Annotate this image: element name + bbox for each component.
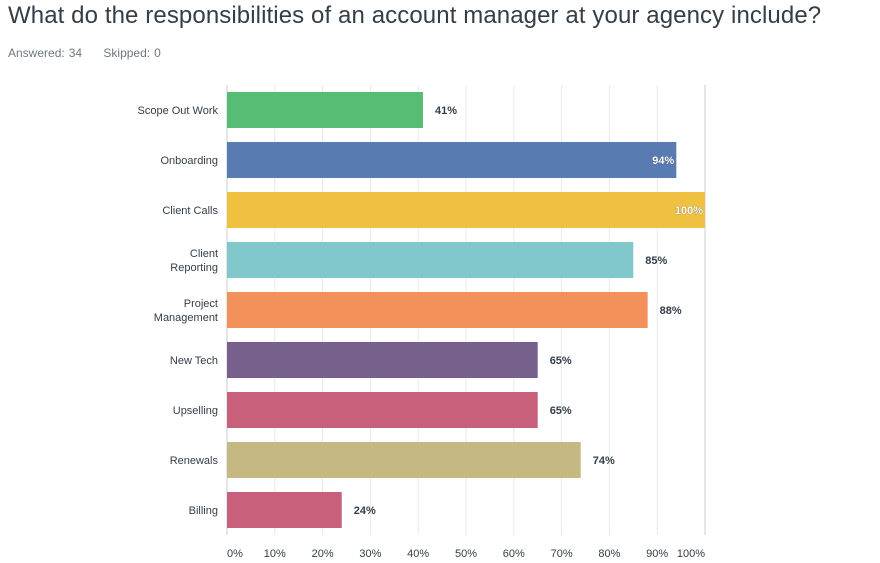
x-tick-label: 40% [407, 548, 429, 560]
bar [227, 492, 342, 528]
data-label: 85% [645, 255, 667, 267]
answered-label: Answered: [8, 46, 65, 60]
x-tick-label: 10% [264, 548, 286, 560]
data-label: 100% [675, 205, 703, 217]
bars [227, 92, 705, 528]
category-label: Client [190, 248, 218, 260]
data-label: 65% [550, 405, 572, 417]
category-label: Onboarding [161, 155, 219, 167]
question-title: What do the responsibilities of an accou… [8, 2, 822, 29]
category-label: Project [184, 298, 218, 310]
value-labels: 41% 94% 100% 85% 88% 65% 65% 74% 24% [354, 105, 704, 517]
x-tick-label: 80% [598, 548, 620, 560]
bar [227, 342, 538, 378]
category-label: Client Calls [162, 205, 218, 217]
category-label: Reporting [170, 262, 218, 274]
x-tick-label: 50% [455, 548, 477, 560]
x-tick-label: 0% [227, 548, 243, 560]
x-axis-ticks: 0% 10% 20% 30% 40% 50% 60% 70% 80% 90% 100% [227, 548, 705, 560]
category-labels: Scope Out Work Onboarding Client Calls Clie… [138, 105, 219, 517]
data-label: 94% [652, 155, 674, 167]
category-label: Upselling [173, 405, 218, 417]
skipped-count: 0 [154, 46, 161, 60]
response-stats: Answered: 34 Skipped: 0 [8, 46, 161, 60]
data-label: 24% [354, 505, 376, 517]
skipped-label: Skipped: [103, 46, 151, 60]
answered-count: 34 [68, 46, 83, 60]
x-tick-label: 70% [551, 548, 573, 560]
category-label: Renewals [170, 455, 219, 467]
data-label: 74% [593, 455, 615, 467]
category-label: Billing [189, 505, 218, 517]
data-label: 65% [550, 355, 572, 367]
category-label: Scope Out Work [138, 105, 219, 117]
bar [227, 92, 423, 128]
data-label: 41% [435, 105, 457, 117]
x-tick-label: 20% [312, 548, 334, 560]
x-tick-label: 100% [677, 548, 705, 560]
x-tick-label: 30% [359, 548, 381, 560]
bar [227, 292, 648, 328]
data-label: 88% [660, 305, 682, 317]
bar [227, 392, 538, 428]
bar [227, 142, 677, 178]
bar [227, 192, 705, 228]
x-tick-label: 90% [646, 548, 668, 560]
bar [227, 442, 581, 478]
x-tick-label: 60% [503, 548, 525, 560]
category-label: Management [154, 312, 218, 324]
bar [227, 242, 634, 278]
category-label: New Tech [170, 355, 218, 367]
